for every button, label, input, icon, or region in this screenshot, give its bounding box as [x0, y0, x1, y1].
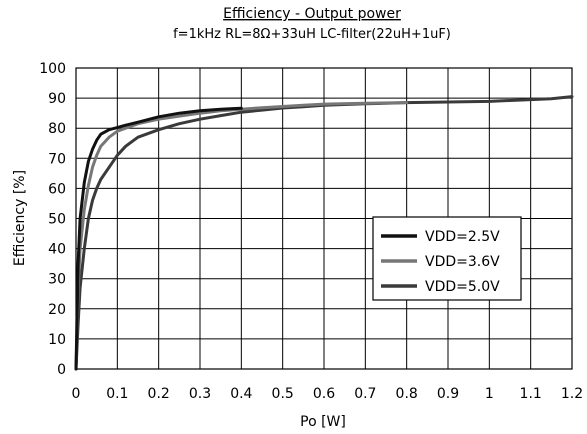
y-tick-labels: 0 10 20 30 40 50 60 70 80 90 100 [39, 61, 66, 378]
y-tick-label: 0 [57, 362, 66, 378]
x-tick-label: 0.6 [313, 386, 335, 402]
chart-subtitle: f=1kHz RL=8Ω+33uH LC-filter(22uH+1uF) [173, 27, 451, 42]
x-tick-label: 0.1 [106, 386, 128, 402]
x-tick-labels: 0 0.1 0.2 0.3 0.4 0.5 0.6 0.7 0.8 0.9 1 1.1 1.2 [72, 386, 584, 402]
y-tick-label: 90 [48, 91, 66, 107]
y-tick-label: 20 [48, 302, 66, 318]
x-tick-label: 0.7 [354, 386, 376, 402]
series-line-vdd-2-5v [74, 106, 243, 371]
x-tick-label: 0.2 [148, 386, 170, 402]
legend-label: VDD=5.0V [425, 279, 500, 295]
y-tick-label: 100 [39, 61, 66, 77]
legend-label: VDD=2.5V [425, 229, 500, 245]
x-tick-label: 0 [72, 386, 81, 402]
y-tick-label: 70 [48, 151, 66, 167]
x-tick-label: 0.5 [272, 386, 294, 402]
x-tick-label: 0.8 [396, 386, 418, 402]
chart-title: Efficiency - Output power [223, 6, 401, 22]
x-tick-label: 1.1 [520, 386, 542, 402]
y-axis-label: Efficiency [%] [12, 170, 28, 266]
x-tick-label: 1 [485, 386, 494, 402]
y-tick-label: 50 [48, 212, 66, 228]
plot-grid [75, 67, 573, 370]
x-tick-label: 1.2 [561, 386, 583, 402]
y-tick-label: 30 [48, 272, 66, 288]
x-tick-label: 0.4 [230, 386, 252, 402]
y-tick-label: 80 [48, 121, 66, 137]
x-tick-label: 0.3 [189, 386, 211, 402]
x-axis-label: Po [W] [300, 414, 346, 430]
series-lines [74, 95, 574, 371]
legend: VDD=2.5V VDD=3.6V VDD=5.0V [372, 216, 522, 301]
y-tick-label: 10 [48, 332, 66, 348]
series-line-vdd-5-0v [74, 95, 574, 371]
y-tick-label: 60 [48, 181, 66, 197]
legend-label: VDD=3.6V [425, 254, 500, 270]
x-tick-label: 0.9 [437, 386, 459, 402]
y-tick-label: 40 [48, 242, 66, 258]
